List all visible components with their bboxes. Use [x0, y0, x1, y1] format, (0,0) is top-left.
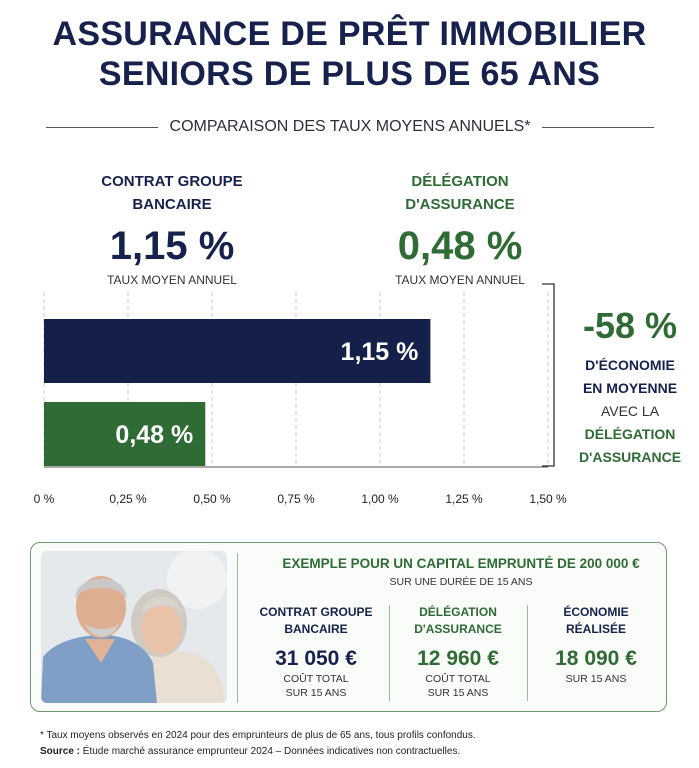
- example-col-groupe-h2: BANCAIRE: [284, 622, 348, 636]
- card-divider-1: [389, 605, 390, 701]
- delegation-heading-line2: D'ASSURANCE: [405, 196, 515, 213]
- example-col-delegation-s1: COÛT TOTAL: [425, 673, 491, 685]
- example-col-groupe-h1: CONTRAT GROUPE: [259, 605, 373, 619]
- card-divider-2: [527, 605, 528, 701]
- savings-percent: -58 %: [582, 305, 678, 346]
- x-tick-label: 1,25 %: [445, 492, 483, 506]
- subtitle-divider-right: [542, 126, 654, 128]
- groupe-rate-caption: TAUX MOYEN ANNUEL: [107, 273, 237, 287]
- title-line-1: ASSURANCE DE PRÊT IMMOBILIER: [52, 15, 647, 53]
- example-col-economie-h2: RÉALISÉE: [565, 622, 626, 636]
- example-subtitle: SUR UNE DURÉE DE 15 ANS: [389, 576, 533, 588]
- source-line: Source : Étude marché assurance emprunte…: [40, 746, 460, 757]
- delegation-rate: 0,48 %: [397, 224, 523, 268]
- x-tick-label: 0,50 %: [193, 492, 231, 506]
- savings-line-5: D'ASSURANCE: [578, 449, 682, 465]
- delegation-heading-line1: DÉLÉGATION: [411, 173, 509, 190]
- delegation-rate-caption: TAUX MOYEN ANNUEL: [395, 273, 525, 287]
- example-card: EXEMPLE POUR UN CAPITAL EMPRUNTÉ DE 200 …: [30, 542, 667, 712]
- savings-callout: -58 % D'ÉCONOMIE EN MOYENNE AVEC LA DÉLÉ…: [572, 306, 688, 469]
- example-col-delegation: DÉLÉGATION D'ASSURANCE 12 960 € COÛT TOT…: [393, 604, 523, 700]
- bar-data-label: 1,15 %: [341, 338, 419, 366]
- savings-line-4: DÉLÉGATION: [584, 426, 676, 442]
- example-col-delegation-h1: DÉLÉGATION: [419, 605, 497, 619]
- page-title: ASSURANCE DE PRÊT IMMOBILIER SENIORS DE …: [0, 14, 699, 94]
- rate-bar-chart: 0 % 0,25 % 0,50 % 0,75 % 1,00 % 1,25 % 1,50 % 1…: [34, 283, 567, 506]
- groupe-heading: CONTRAT GROUPE BANCAIRE: [72, 170, 272, 216]
- x-tick-label: 0,25 %: [109, 492, 147, 506]
- savings-line-2: EN MOYENNE: [582, 380, 678, 396]
- source-label: Source :: [40, 746, 81, 757]
- example-col-delegation-value: 12 960 €: [417, 647, 499, 670]
- footnote: * Taux moyens observés en 2024 pour des …: [40, 730, 476, 741]
- x-tick-label: 0 %: [34, 492, 55, 506]
- example-col-groupe-s1: COÛT TOTAL: [283, 673, 349, 685]
- subtitle-divider-left: [46, 126, 158, 128]
- groupe-heading-line1: CONTRAT GROUPE: [101, 173, 243, 190]
- savings-line-1: D'ÉCONOMIE: [585, 357, 675, 373]
- bar: [44, 402, 206, 466]
- subtitle-row: COMPARAISON DES TAUX MOYENS ANNUELS*: [46, 117, 654, 137]
- savings-bracket: [542, 283, 555, 467]
- groupe-rate: 1,15 %: [109, 224, 235, 268]
- example-col-groupe-s2: SUR 15 ANS: [285, 687, 347, 699]
- example-col-economie: ÉCONOMIE RÉALISÉE 18 090 € SUR 15 ANS: [531, 604, 661, 686]
- example-title: EXEMPLE POUR UN CAPITAL EMPRUNTÉ DE 200 …: [282, 556, 640, 571]
- seniors-couple-photo: [41, 551, 227, 703]
- x-tick-label: 1,50 %: [529, 492, 567, 506]
- x-tick-label: 1,00 %: [361, 492, 399, 506]
- groupe-heading-line2: BANCAIRE: [132, 196, 212, 213]
- example-col-delegation-s2: SUR 15 ANS: [427, 687, 489, 699]
- source-text: Étude marché assurance emprunteur 2024 –…: [80, 746, 461, 757]
- example-col-groupe-value: 31 050 €: [275, 647, 357, 670]
- title-line-2: SENIORS DE PLUS DE 65 ANS: [98, 55, 601, 93]
- example-col-delegation-h2: D'ASSURANCE: [414, 622, 502, 636]
- card-divider-photo: [237, 553, 238, 703]
- delegation-heading: DÉLÉGATION D'ASSURANCE: [360, 170, 560, 216]
- x-tick-label: 0,75 %: [277, 492, 315, 506]
- bar-data-label: 0,48 %: [115, 421, 193, 449]
- example-col-economie-value: 18 090 €: [555, 647, 637, 670]
- example-col-economie-s1: SUR 15 ANS: [565, 673, 627, 685]
- savings-line-3: AVEC LA: [600, 403, 660, 419]
- bar: [44, 319, 431, 383]
- example-col-groupe: CONTRAT GROUPE BANCAIRE 31 050 € COÛT TO…: [251, 604, 381, 700]
- example-col-economie-h1: ÉCONOMIE: [563, 605, 629, 619]
- subtitle: COMPARAISON DES TAUX MOYENS ANNUELS*: [169, 118, 531, 135]
